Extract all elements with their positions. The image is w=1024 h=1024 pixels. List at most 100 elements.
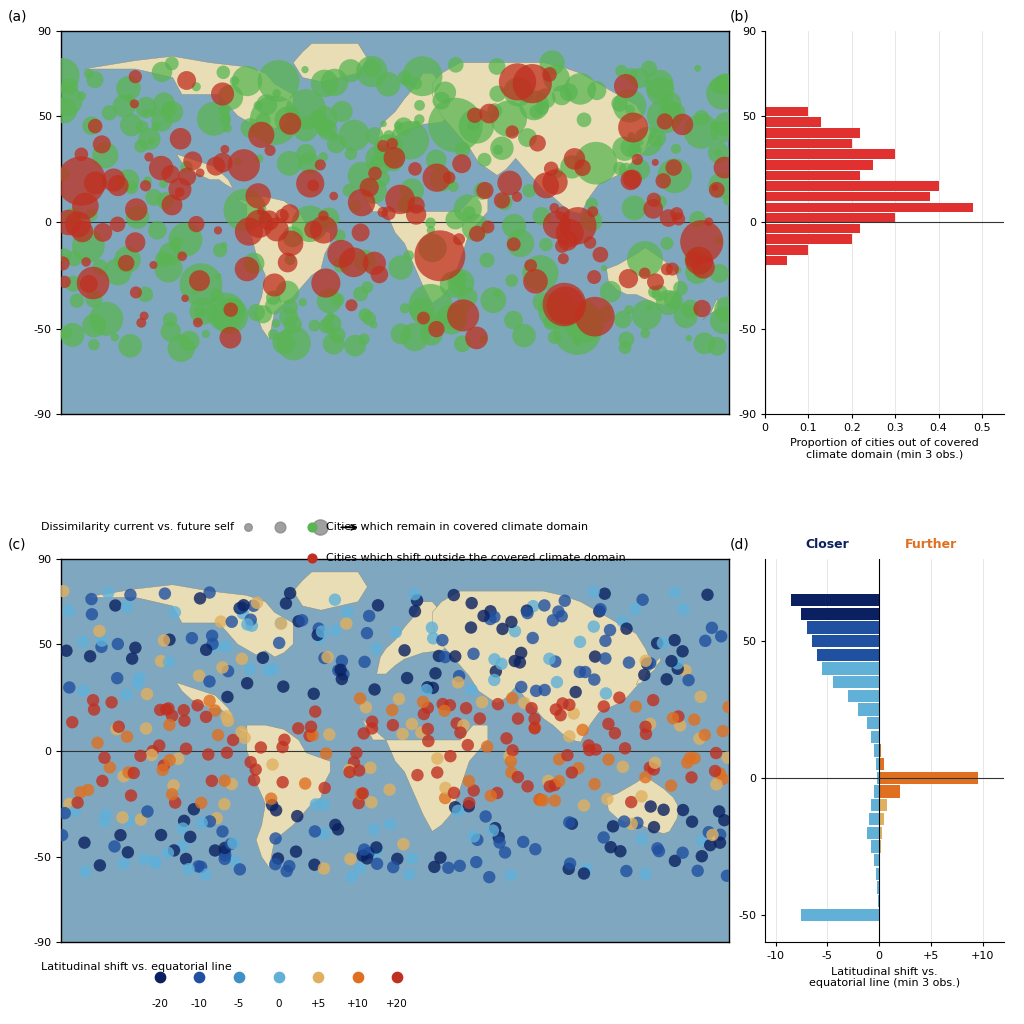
Point [647,273,664,290]
Point [602,839,618,855]
Point [670,655,686,672]
Point [515,834,531,850]
Point [356,842,373,858]
Point [167,795,183,811]
Bar [880,813,885,825]
Bar [879,895,880,907]
Point [276,731,293,748]
Point [220,713,237,729]
Point [234,605,251,622]
Point [225,835,242,851]
Point [85,274,101,291]
Point [282,585,298,601]
Point [86,291,102,307]
Point [160,845,176,861]
Point [317,745,334,762]
Point [264,797,281,813]
Point [220,663,237,679]
Point [110,263,126,280]
Point [637,769,653,785]
Point [622,97,638,114]
Point [467,117,483,133]
Point [164,55,180,72]
Point [84,606,100,623]
Point [538,90,554,106]
Point [602,284,618,300]
Point [476,152,493,168]
Point [420,721,436,737]
Point [341,762,357,778]
Point [375,204,391,220]
Point [447,211,464,227]
Point [600,752,616,768]
Point [428,152,444,168]
Polygon shape [84,585,293,657]
Point [153,653,169,670]
Point [304,519,321,536]
Point [282,252,298,268]
Point [561,814,578,830]
Point [507,653,523,670]
Point [459,289,475,305]
Point [316,650,333,667]
Point [436,702,453,719]
Point [696,727,713,743]
Point [66,275,82,292]
Point [513,679,529,695]
Point [366,183,382,200]
Point [596,698,612,715]
Point [423,326,439,342]
Point [381,205,397,221]
Point [623,172,639,188]
Point [587,776,603,793]
Point [592,247,608,263]
Point [222,307,239,324]
Point [649,840,666,856]
Point [678,308,694,325]
Point [611,160,628,176]
Point [588,741,604,758]
Point [645,201,662,217]
Bar [870,841,880,853]
Point [719,301,735,317]
Point [587,308,603,325]
Point [174,248,190,264]
Point [305,221,322,238]
Point [156,758,172,774]
Point [629,152,645,168]
Point [315,860,332,877]
Point [481,869,498,886]
Point [328,136,344,153]
Point [675,845,691,861]
Point [691,253,708,269]
Point [557,297,573,313]
Point [433,171,450,187]
Point [466,782,482,799]
Point [545,612,561,629]
Point [628,698,644,715]
Bar [802,607,880,620]
Point [152,737,168,754]
Point [274,208,291,224]
Point [223,300,240,316]
Point [503,764,519,780]
Point [301,155,317,171]
Point [489,286,506,302]
Point [623,67,639,83]
Point [367,681,383,697]
Point [61,679,78,695]
Point [625,120,641,136]
Point [86,317,102,334]
Point [253,127,269,143]
Point [509,74,525,90]
Bar [817,649,880,662]
Point [464,595,480,611]
Point [120,80,136,96]
Point [621,301,637,317]
Point [225,732,242,749]
Point [393,326,410,342]
Point [237,730,253,746]
Point [396,70,413,86]
Point [256,210,272,226]
Point [317,274,334,291]
